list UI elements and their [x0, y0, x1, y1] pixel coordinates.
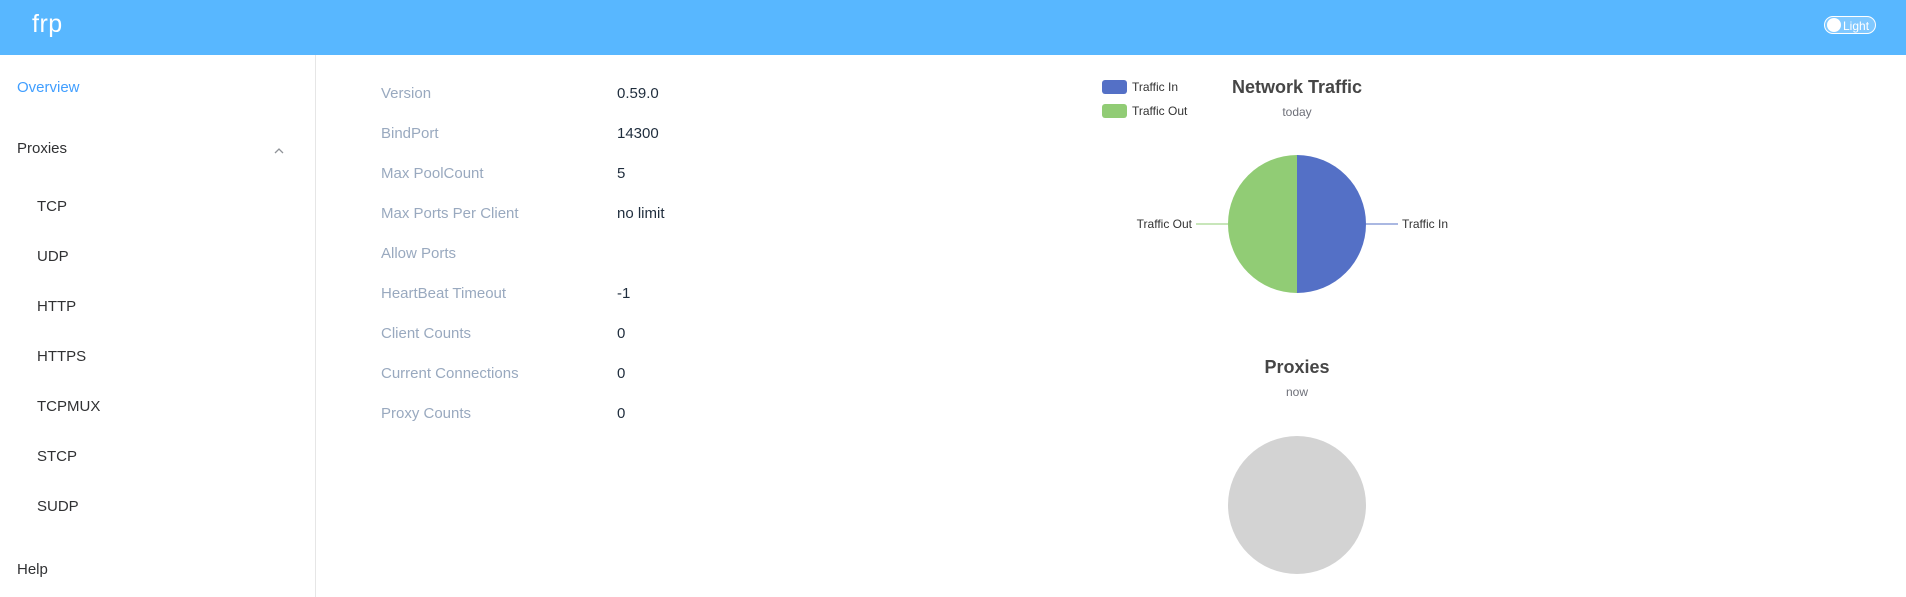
sidebar-item-overview[interactable]: Overview	[17, 79, 80, 96]
info-label-max-ports-per-client: Max Ports Per Client	[381, 205, 519, 222]
sidebar-item-http[interactable]: HTTP	[37, 298, 77, 315]
info-value-current-connections: 0	[617, 365, 626, 382]
toggle-knob-icon	[1827, 18, 1841, 32]
sidebar-item-proxies[interactable]: Proxies	[17, 140, 68, 157]
sidebar-item-sudp[interactable]: SUDP	[37, 498, 79, 515]
info-value-heartbeat-timeout: -1	[617, 285, 631, 302]
sidebar-item-tcp[interactable]: TCP	[37, 198, 67, 215]
info-label-current-connections: Current Connections	[381, 365, 519, 382]
sidebar-item-help[interactable]: Help	[17, 561, 48, 578]
info-value-version: 0.59.0	[617, 85, 659, 102]
sidebar-item-tcpmux[interactable]: TCPMUX	[37, 398, 101, 415]
theme-label: Light	[1843, 19, 1870, 33]
app-logo[interactable]: frp	[32, 10, 63, 38]
info-value-proxy-counts: 0	[617, 405, 626, 422]
info-label-version: Version	[381, 85, 432, 102]
header-bar: frp Light	[0, 0, 1906, 55]
sidebar-item-https[interactable]: HTTPS	[37, 348, 87, 365]
info-value-max-ports-per-client: no limit	[617, 205, 665, 222]
sidebar-item-udp[interactable]: UDP	[37, 248, 69, 265]
info-value-bindport: 14300	[617, 125, 659, 142]
chevron-up-icon[interactable]	[272, 144, 286, 158]
info-value-max-poolcount: 5	[617, 165, 626, 182]
info-value-client-counts: 0	[617, 325, 626, 342]
sidebar: Overview Proxies TCP UDP HTTP HTTPS TCPM…	[0, 55, 316, 597]
info-label-heartbeat-timeout: HeartBeat Timeout	[381, 285, 507, 302]
theme-toggle[interactable]: Light	[1824, 16, 1876, 34]
info-label-bindport: BindPort	[381, 125, 439, 142]
main-content: Version 0.59.0 BindPort 14300 Max PoolCo…	[317, 55, 1906, 597]
info-label-max-poolcount: Max PoolCount	[381, 165, 484, 182]
sidebar-item-stcp[interactable]: STCP	[37, 448, 78, 465]
info-label-allow-ports: Allow Ports	[381, 245, 457, 262]
info-label-client-counts: Client Counts	[381, 325, 472, 342]
info-label-proxy-counts: Proxy Counts	[381, 405, 472, 422]
